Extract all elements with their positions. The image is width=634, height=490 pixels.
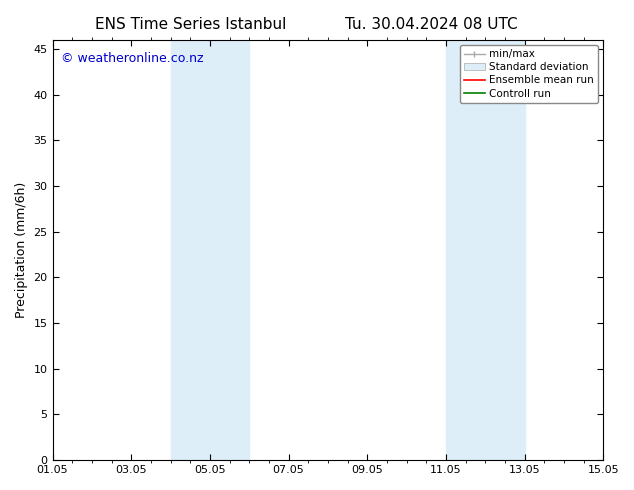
Bar: [171, 40, 249, 460]
Text: ENS Time Series Istanbul: ENS Time Series Istanbul: [94, 17, 286, 32]
Text: © weatheronline.co.nz: © weatheronline.co.nz: [61, 52, 204, 66]
Text: Tu. 30.04.2024 08 UTC: Tu. 30.04.2024 08 UTC: [345, 17, 517, 32]
Legend: min/max, Standard deviation, Ensemble mean run, Controll run: min/max, Standard deviation, Ensemble me…: [460, 45, 598, 103]
Bar: [446, 40, 524, 460]
Y-axis label: Precipitation (mm/6h): Precipitation (mm/6h): [15, 182, 28, 318]
